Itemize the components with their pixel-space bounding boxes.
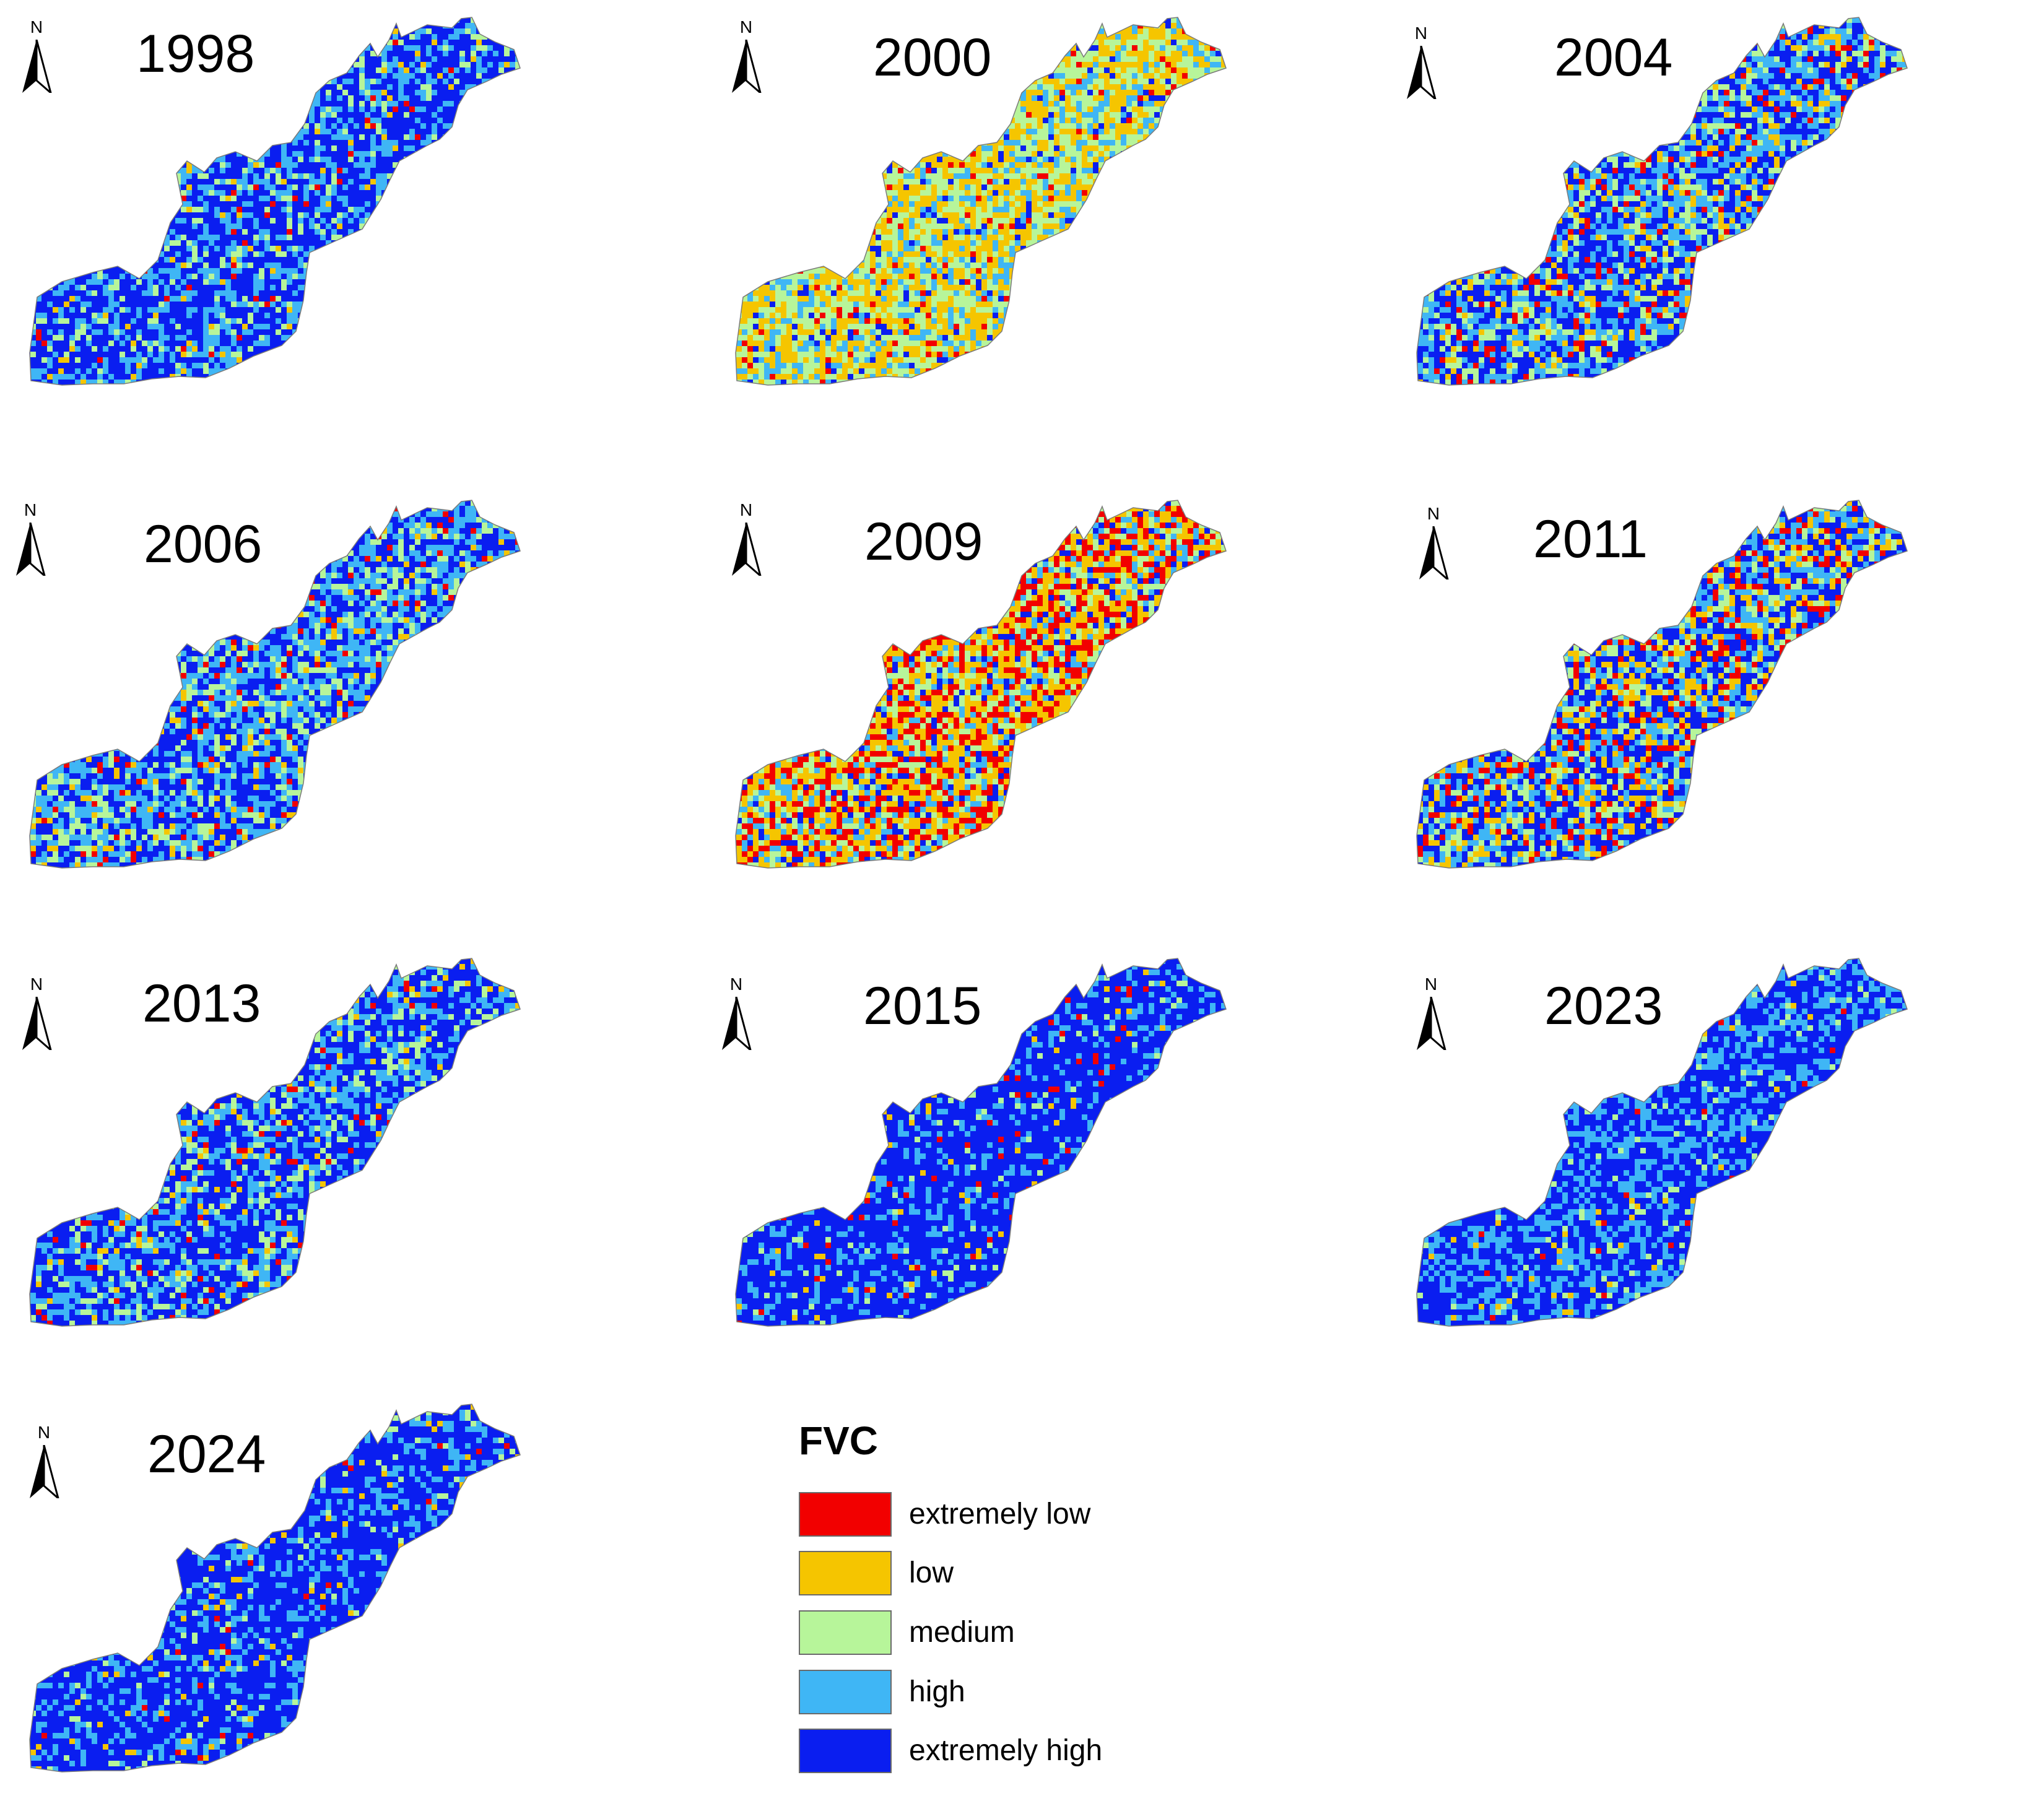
legend-label: low — [909, 1557, 954, 1590]
fvc-raster — [25, 6, 538, 408]
map-panel-1998: N 1998 — [0, 0, 656, 427]
fvc-map — [25, 489, 650, 910]
fvc-map — [1412, 489, 2037, 910]
legend-swatch — [799, 1670, 892, 1714]
legend-item-high: high — [799, 1670, 1232, 1717]
map-panel-2004: N 2004 — [1387, 0, 2043, 427]
fvc-map — [1412, 6, 2037, 427]
legend-label: extremely low — [909, 1498, 1090, 1531]
fvc-map — [1412, 947, 2037, 1368]
legend-item-extremely-high: extremely high — [799, 1729, 1232, 1776]
map-panel-2009: N 2009 — [706, 483, 1362, 910]
legend-label: high — [909, 1676, 965, 1709]
legend-item-low: low — [799, 1551, 1232, 1598]
legend-swatch — [799, 1492, 892, 1537]
fvc-raster — [731, 6, 1244, 408]
legend-item-medium: medium — [799, 1610, 1232, 1657]
fvc-legend: FVC extremely low low medium high extrem… — [799, 1418, 1232, 1777]
map-panel-2024: N 2024 — [0, 1343, 656, 1771]
fvc-raster — [25, 489, 538, 891]
fvc-raster — [25, 1393, 538, 1795]
map-panel-2006: N 2006 — [0, 483, 656, 910]
fvc-raster — [1412, 6, 1925, 408]
legend-swatch — [799, 1729, 892, 1773]
map-panel-2000: N 2000 — [706, 0, 1362, 427]
fvc-raster — [1412, 489, 1925, 891]
fvc-map — [25, 6, 650, 427]
legend-title: FVC — [799, 1418, 878, 1464]
map-panel-2011: N 2011 — [1387, 483, 2043, 910]
fvc-raster — [25, 947, 538, 1349]
legend-item-extremely-low: extremely low — [799, 1492, 1232, 1539]
fvc-map — [25, 1393, 650, 1814]
fvc-raster — [731, 947, 1244, 1349]
map-panel-2015: N 2015 — [706, 941, 1362, 1368]
fvc-raster — [1412, 947, 1925, 1349]
fvc-map — [731, 489, 1356, 910]
legend-label: medium — [909, 1617, 1015, 1649]
map-panel-2013: N 2013 — [0, 941, 656, 1368]
legend-label: extremely high — [909, 1735, 1102, 1768]
map-panel-2023: N 2023 — [1387, 941, 2043, 1368]
legend-swatch — [799, 1610, 892, 1655]
fvc-map — [731, 947, 1356, 1368]
fvc-map — [731, 6, 1356, 427]
fvc-map — [25, 947, 650, 1368]
legend-swatch — [799, 1551, 892, 1595]
fvc-raster — [731, 489, 1244, 891]
